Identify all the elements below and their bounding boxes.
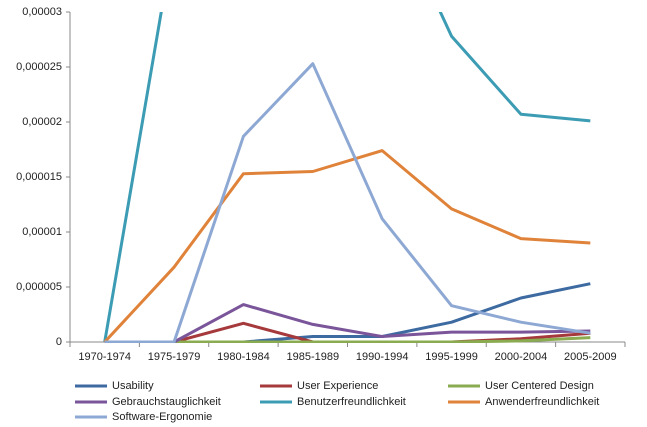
- y-tick-label: 0,00002: [22, 116, 62, 128]
- legend-label: User Centered Design: [485, 380, 594, 392]
- series-line: [104, 303, 591, 343]
- y-tick-label: 0,00001: [22, 226, 62, 238]
- x-tick-label: 1995-1999: [425, 351, 478, 363]
- y-tick-label: 0,00003: [22, 6, 62, 18]
- y-tick-label: 0,000015: [16, 171, 62, 183]
- legend-label: User Experience: [297, 380, 378, 392]
- series-line: [104, 62, 591, 343]
- y-tick-label: 0,000025: [16, 61, 62, 73]
- plot-area: [103, 12, 591, 343]
- y-tick-label: 0,000005: [16, 281, 62, 293]
- x-tick-label: 2005-2009: [564, 351, 617, 363]
- x-tick-label: 2000-2004: [495, 351, 548, 363]
- x-tick-label: 1980-1984: [217, 351, 270, 363]
- x-tick-label: 1970-1974: [78, 351, 131, 363]
- x-tick-label: 1975-1979: [148, 351, 201, 363]
- x-tick-label: 1985-1989: [287, 351, 340, 363]
- y-tick-label: 0: [56, 336, 62, 348]
- legend-label: Anwenderfreundlichkeit: [485, 396, 599, 408]
- x-tick-label: 1990-1994: [356, 351, 409, 363]
- series-line: [103, 12, 591, 343]
- legend-label: Gebrauchstauglichkeit: [112, 396, 221, 408]
- legend-label: Usability: [112, 380, 154, 392]
- legend-label: Benutzerfreundlichkeit: [297, 396, 406, 408]
- series-line: [103, 149, 591, 343]
- legend-label: Software-Ergonomie: [112, 411, 212, 423]
- series-line: [104, 336, 591, 343]
